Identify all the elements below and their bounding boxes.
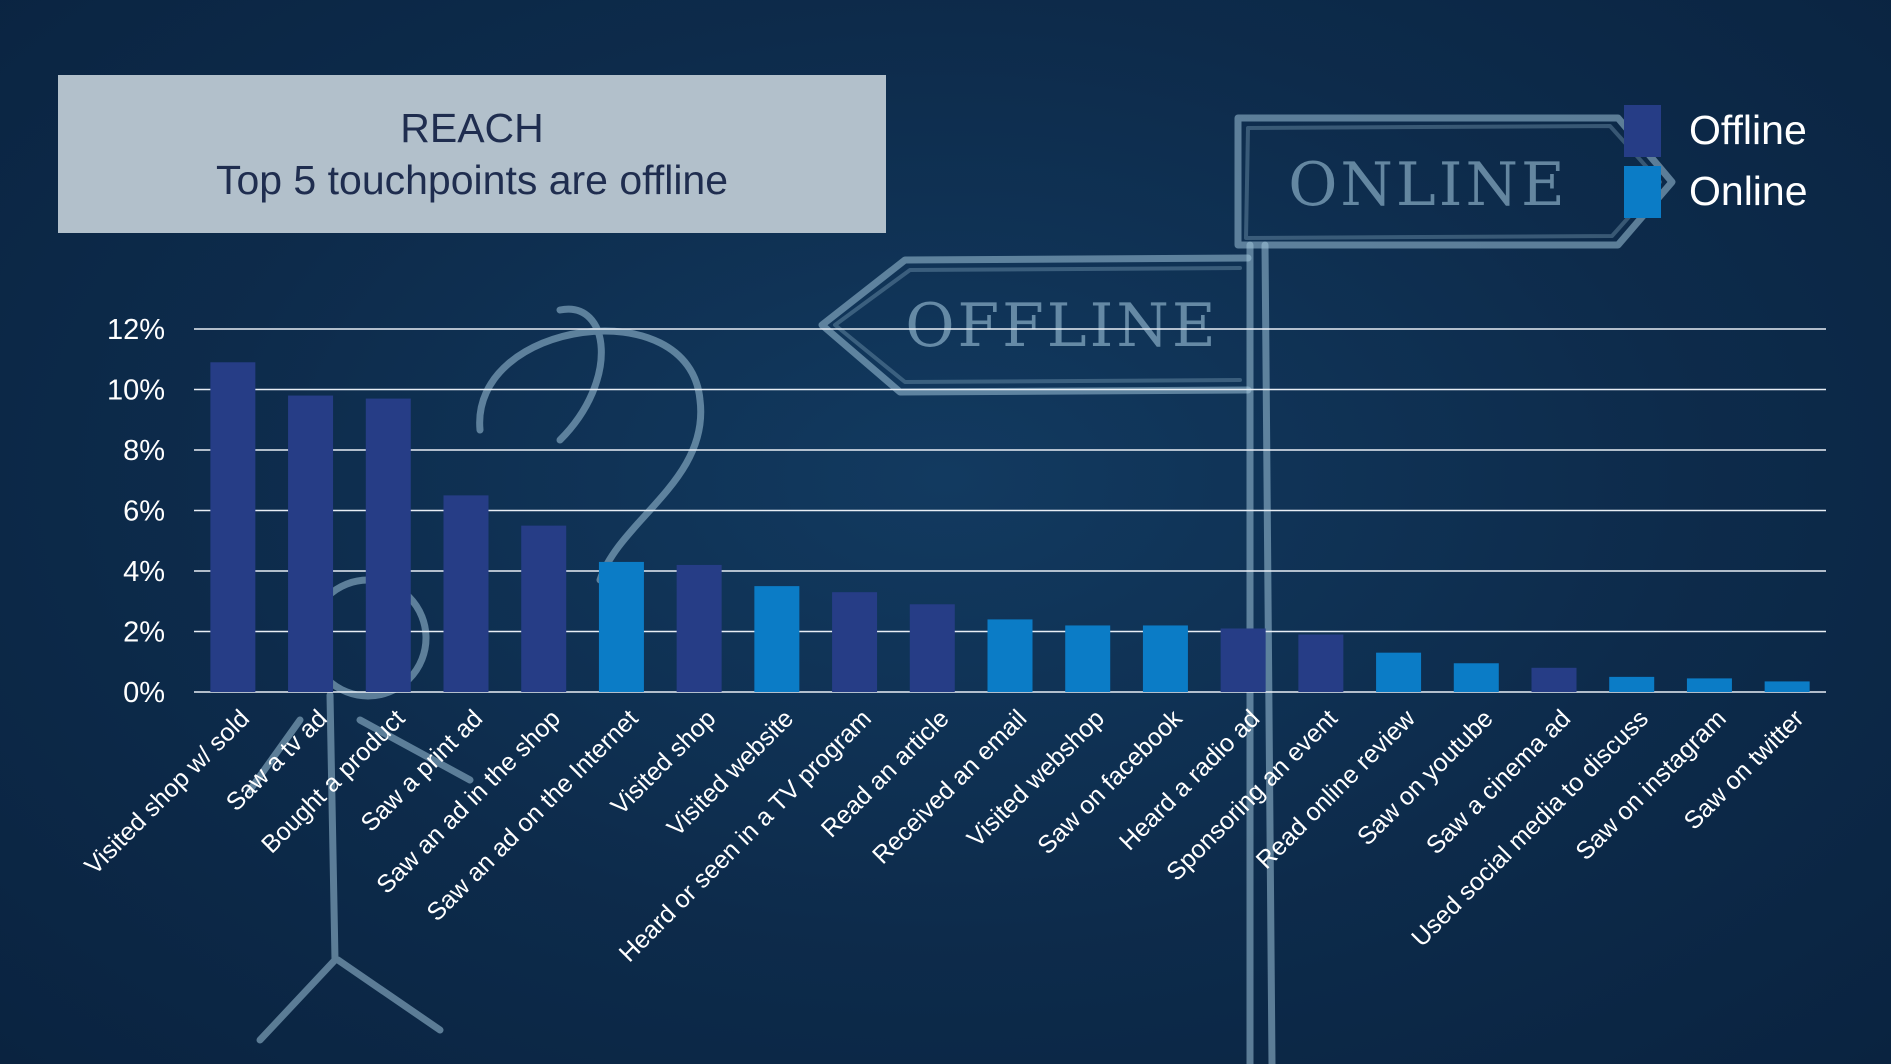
- legend-label-offline: Offline: [1689, 107, 1807, 153]
- stick-figure-body: [246, 691, 474, 1044]
- y-tick-label: 2%: [123, 617, 165, 649]
- x-category-label: Visited webshop: [962, 704, 1110, 852]
- bar: [443, 495, 489, 692]
- bar: [365, 398, 411, 692]
- bar: [832, 592, 878, 692]
- bar: [1376, 652, 1422, 692]
- question-mark: [476, 305, 705, 584]
- chart-legend: Offline Online: [1624, 100, 1808, 222]
- x-category-label: Saw on youtube: [1352, 704, 1499, 851]
- bar: [521, 525, 567, 692]
- y-tick-label: 0%: [123, 677, 165, 709]
- x-category-label: Heard a radio ad: [1114, 704, 1265, 855]
- legend-item-offline: Offline: [1624, 100, 1808, 161]
- y-tick-label: 6%: [123, 496, 165, 528]
- legend-label-online: Online: [1689, 168, 1808, 214]
- bar: [754, 586, 800, 692]
- bar: [1609, 676, 1655, 692]
- offline-sign-shape: [818, 254, 1252, 396]
- title-subheading: Top 5 touchpoints are offline: [215, 157, 729, 203]
- y-tick-label: 8%: [123, 435, 165, 467]
- x-category-label: Saw a cinema ad: [1421, 704, 1576, 859]
- x-category-label: Saw on facebook: [1032, 704, 1188, 860]
- bar: [598, 561, 644, 692]
- bar: [1220, 628, 1266, 692]
- bar: [210, 362, 256, 692]
- bar: [676, 564, 722, 692]
- bar: [1065, 625, 1111, 692]
- legend-swatch-online: [1624, 165, 1661, 218]
- title-heading: REACH: [400, 105, 544, 151]
- y-tick-label: 4%: [123, 556, 165, 588]
- bar: [987, 619, 1033, 692]
- bar: [1531, 667, 1577, 692]
- legend-item-online: Online: [1624, 161, 1808, 222]
- bar: [909, 604, 955, 692]
- bar: [1764, 681, 1810, 692]
- title-box: REACH Top 5 touchpoints are offline: [58, 75, 886, 233]
- x-category-label: Saw on instagram: [1570, 704, 1731, 865]
- legend-swatch-offline: [1624, 104, 1661, 157]
- y-tick-label: 10%: [107, 375, 165, 407]
- bar: [1686, 678, 1732, 692]
- bar: [1298, 634, 1344, 692]
- offline-sign-text: OFFLINE: [905, 291, 1218, 361]
- bar: [1453, 663, 1499, 692]
- bar: [1142, 625, 1188, 692]
- online-sign-text: ONLINE: [1288, 150, 1568, 220]
- y-tick-label: 12%: [107, 314, 165, 346]
- bar: [288, 395, 334, 692]
- x-category-label: Bought a product: [256, 704, 410, 858]
